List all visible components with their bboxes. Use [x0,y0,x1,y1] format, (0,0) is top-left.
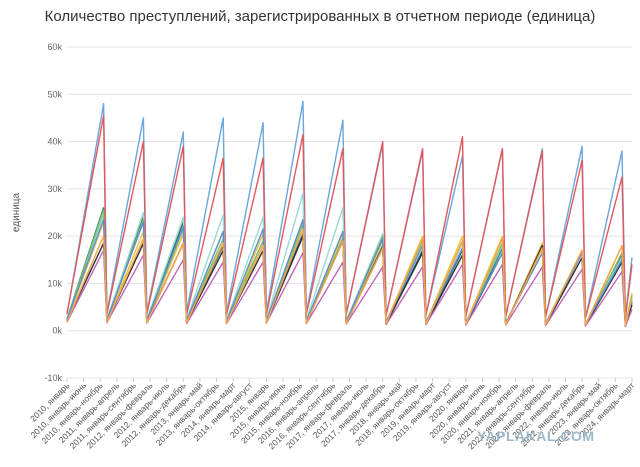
y-tick-label: 40k [47,137,62,147]
y-tick-label: 20k [47,231,62,241]
y-tick-label: -10k [44,373,62,383]
series-line-10[interactable] [66,228,633,327]
watermark-logo: YAPLAKAL.COM [477,428,595,444]
y-tick-label: 10k [47,278,62,288]
y-tick-label: 30k [47,184,62,194]
y-tick-label: 0k [52,326,62,336]
series-line-4[interactable] [66,192,633,325]
grid [67,46,632,379]
chart-title: Количество преступлений, зарегистрирован… [44,8,596,25]
series-line-2[interactable] [66,114,633,319]
y-axis-label: единица [11,192,22,232]
series-line-8[interactable] [66,249,633,328]
series-group [66,100,633,328]
series-line-1[interactable] [66,100,633,319]
y-axis: -10k 0k 10k 20k 30k 40k 50k 60k [44,42,62,383]
y-tick-label: 50k [47,89,62,99]
y-tick-label: 60k [47,42,62,52]
